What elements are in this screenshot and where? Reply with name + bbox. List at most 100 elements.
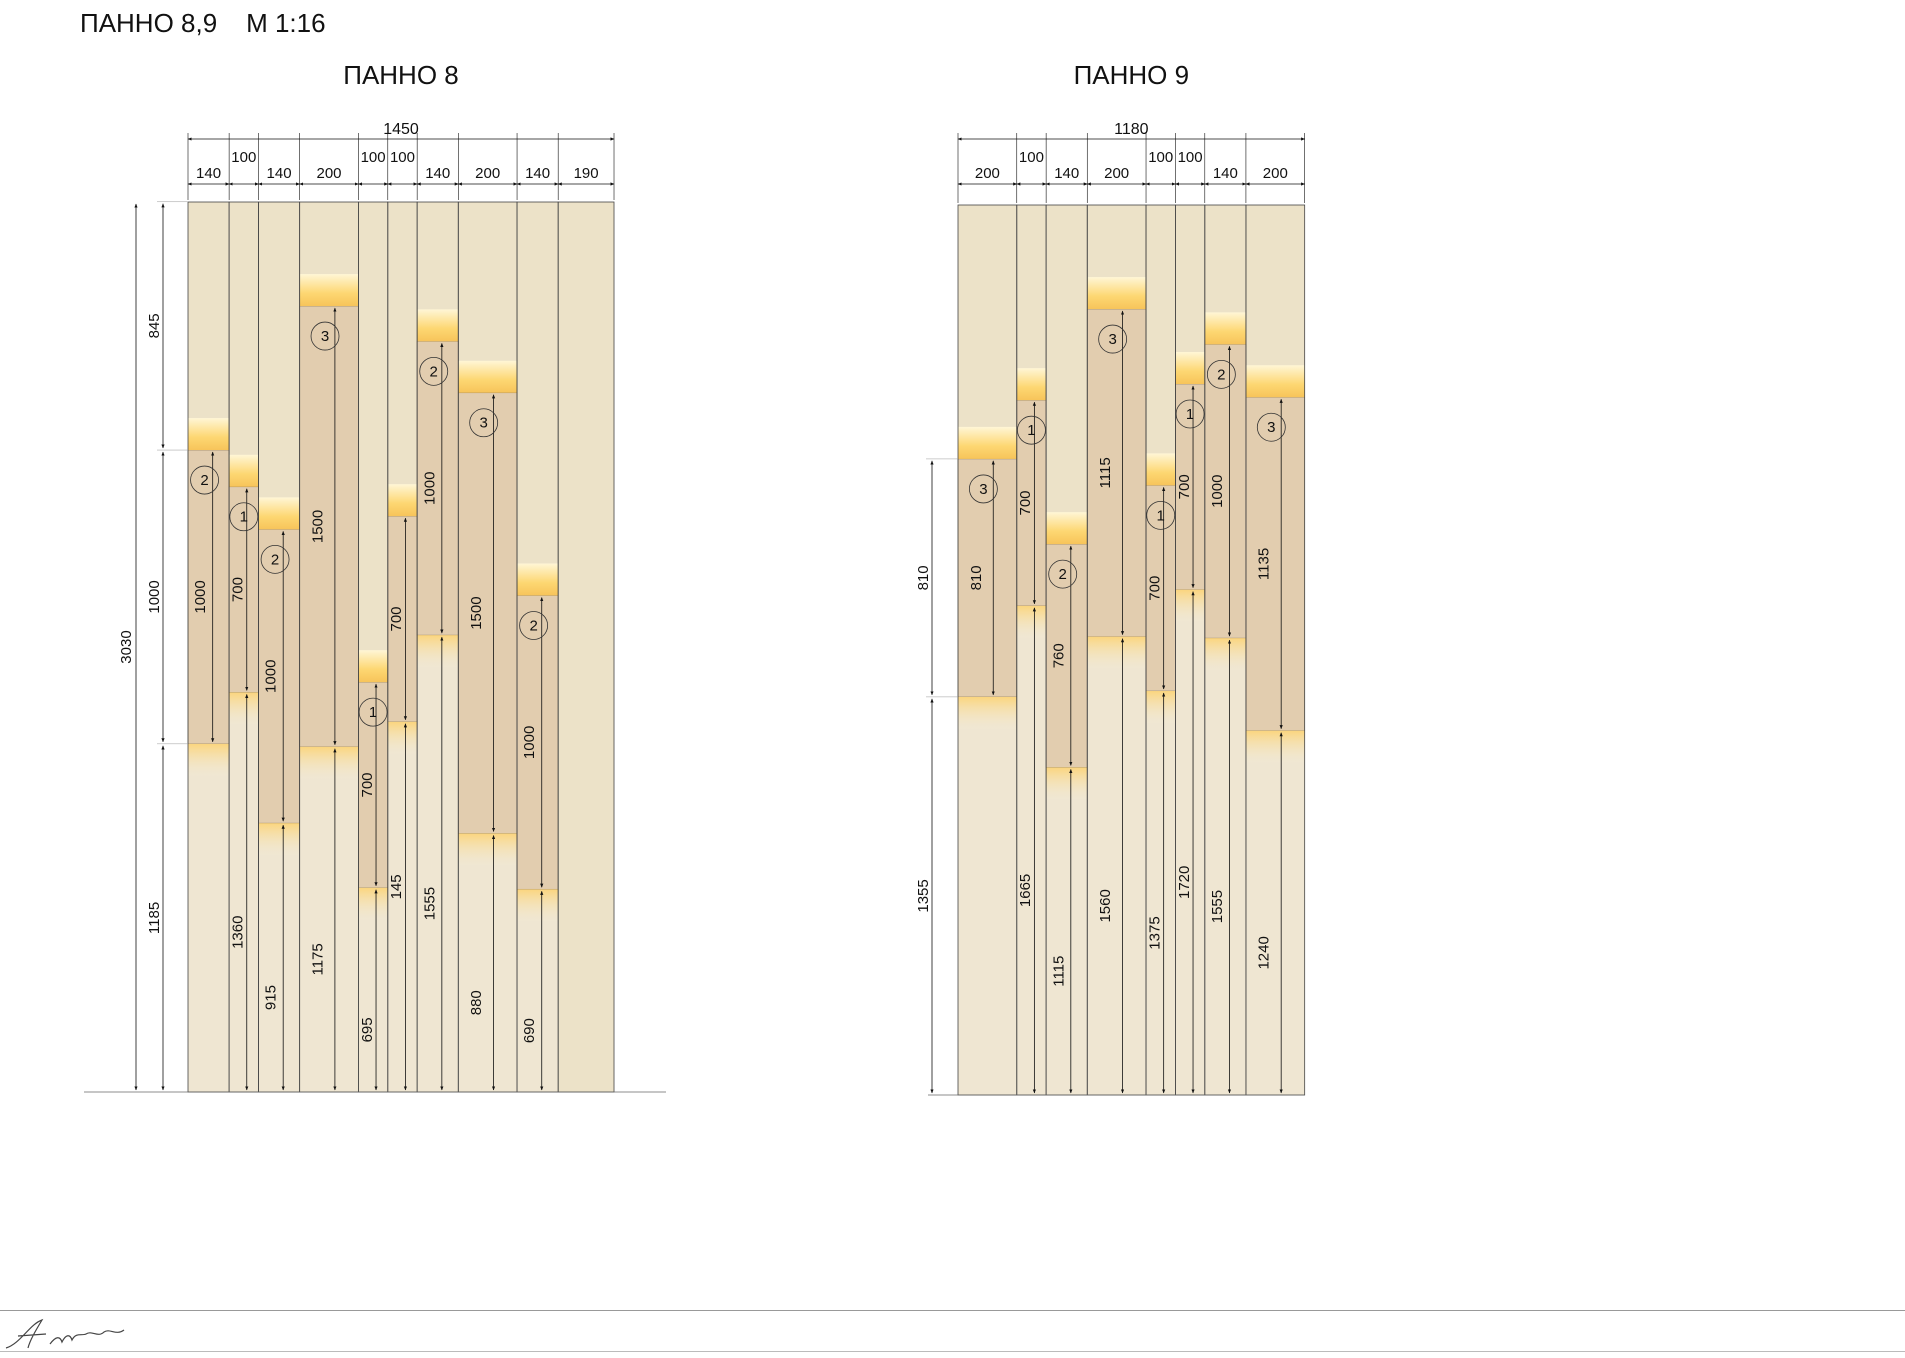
- board-height-label: 915: [263, 985, 280, 1010]
- sheet-title: ПАННО 8,9 М 1:16: [80, 8, 326, 38]
- board-height-label: 145: [388, 874, 405, 899]
- led-fade: [1204, 638, 1246, 671]
- overall-width-label: 1450: [383, 121, 419, 138]
- column-width-label: 100: [1178, 149, 1203, 166]
- wood-board: [957, 458, 1018, 698]
- board-height-label: 690: [521, 1018, 538, 1043]
- board-lower-section: [229, 692, 259, 1092]
- board-lower-section: [417, 635, 459, 1092]
- led-fade: [417, 635, 459, 668]
- led-fade: [1016, 605, 1047, 638]
- column-width-label: 200: [1263, 165, 1288, 182]
- led-glow: [1175, 352, 1205, 385]
- board-type-number: 2: [430, 363, 438, 380]
- height-segment-label: 845: [146, 313, 163, 338]
- column-width-label: 100: [231, 149, 256, 166]
- height-segment-label: 810: [915, 565, 932, 590]
- board-type-marker: [260, 544, 290, 574]
- led-fade: [958, 696, 1017, 729]
- wood-board: [258, 529, 300, 824]
- board-type-number: 2: [1059, 566, 1067, 583]
- board-height-label: 1720: [1176, 866, 1193, 899]
- board-length-label: 700: [359, 772, 376, 797]
- board-height-label: 1115: [1050, 956, 1067, 987]
- wood-board: [1045, 543, 1088, 768]
- column-width-label: 100: [390, 149, 415, 166]
- board-type-marker: [1098, 324, 1128, 354]
- board-length-label: 810: [968, 565, 985, 590]
- column-width-label: 100: [361, 149, 386, 166]
- board-length-label: 1500: [468, 596, 485, 629]
- board-type-number: 2: [271, 551, 279, 568]
- led-glow: [387, 484, 418, 517]
- board-lower-section: [358, 887, 388, 1092]
- board-lower-section: [1046, 767, 1088, 1095]
- column-width-label: 140: [267, 165, 292, 182]
- led-glow: [358, 650, 388, 683]
- panel-9-title: ПАННО 9: [1073, 60, 1190, 90]
- overall-width-label: 1180: [1114, 121, 1149, 138]
- board-lower-section: [458, 833, 518, 1092]
- led-glow: [1146, 453, 1176, 486]
- board-type-number: 1: [1186, 406, 1194, 423]
- board-lower-section: [1245, 730, 1305, 1095]
- board-type-marker: [310, 321, 340, 351]
- board-lower-section: [188, 743, 230, 1092]
- column-width-label: 200: [1104, 165, 1129, 182]
- height-segment-label: 1000: [146, 580, 163, 613]
- board-lower-section: [517, 889, 559, 1092]
- led-fade: [517, 889, 559, 922]
- led-glow: [299, 274, 359, 307]
- board-type-marker: [1256, 412, 1286, 442]
- board-length-label: 760: [1050, 643, 1067, 668]
- wood-board: [228, 486, 259, 693]
- led-glow: [1245, 365, 1305, 398]
- wood-board: [1175, 383, 1206, 590]
- led-glow: [517, 563, 559, 596]
- led-fade: [1175, 589, 1205, 622]
- led-fade: [387, 721, 418, 754]
- led-fade: [188, 743, 230, 776]
- height-segment-label: 1185: [146, 902, 163, 934]
- board-height-label: 695: [359, 1017, 376, 1042]
- led-glow: [1046, 512, 1088, 545]
- board-type-marker: [968, 474, 998, 504]
- panel-8-title: ПАННО 8: [343, 60, 459, 90]
- column-width-label: 190: [574, 165, 599, 182]
- panel-8-drawing: 1000 2 700 1360 1 1000 915 2 1500 1175 3 700 695 1 700…: [84, 121, 667, 1093]
- board-length-label: 1500: [309, 510, 326, 543]
- board-length-label: 700: [388, 606, 405, 631]
- column-width-label: 140: [525, 165, 550, 182]
- board-length-label: 1000: [192, 580, 209, 613]
- column-strip: [558, 202, 615, 1092]
- board-type-number: 3: [1108, 331, 1116, 348]
- board-height-label: 1665: [1017, 874, 1034, 907]
- board-type-number: 1: [1157, 507, 1165, 524]
- board-type-number: 2: [1217, 366, 1225, 383]
- wood-board: [457, 392, 518, 834]
- column-width-label: 100: [1019, 149, 1044, 166]
- board-lower-section: [1204, 638, 1246, 1095]
- board-type-marker: [469, 408, 499, 438]
- board-length-label: 700: [1017, 490, 1034, 515]
- led-fade: [229, 692, 259, 725]
- led-fade: [258, 823, 300, 856]
- board-length-label: 1000: [421, 472, 438, 505]
- led-fade: [1245, 730, 1305, 763]
- board-lower-section: [387, 721, 418, 1092]
- board-type-marker: [229, 502, 259, 532]
- board-lower-section: [258, 823, 300, 1092]
- wood-board: [299, 305, 359, 748]
- board-length-label: 1115: [1097, 457, 1114, 488]
- column-width-label: 200: [317, 165, 342, 182]
- board-height-label: 1240: [1256, 936, 1273, 969]
- led-glow: [1087, 277, 1147, 310]
- board-length-label: 700: [230, 577, 247, 602]
- led-fade: [458, 833, 518, 866]
- board-type-marker: [519, 611, 549, 640]
- board-type-number: 1: [1027, 422, 1035, 439]
- wood-board: [387, 515, 418, 723]
- board-type-number: 2: [200, 472, 208, 489]
- board-length-label: 1000: [263, 660, 280, 693]
